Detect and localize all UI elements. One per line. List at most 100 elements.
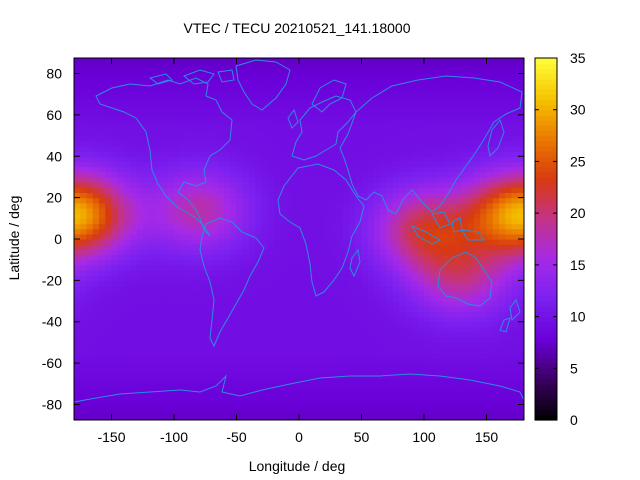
heatmap-cell — [480, 223, 488, 230]
heatmap-cell — [230, 120, 238, 126]
heatmap-cell — [442, 378, 450, 385]
heatmap-cell — [224, 187, 231, 194]
heatmap-cell — [367, 187, 375, 194]
heatmap-cell — [267, 233, 275, 240]
heatmap-cell — [342, 394, 350, 400]
heatmap-cell — [267, 63, 275, 69]
heatmap-cell — [99, 244, 106, 250]
heatmap-cell — [236, 166, 244, 173]
heatmap-cell — [474, 239, 481, 245]
heatmap-cell — [324, 321, 331, 328]
heatmap-cell — [167, 337, 175, 344]
heatmap-cell — [142, 73, 150, 80]
heatmap-cell — [305, 264, 313, 271]
heatmap-cell — [299, 342, 306, 349]
heatmap-cell — [74, 342, 81, 349]
heatmap-cell — [374, 94, 381, 100]
heatmap-cell — [92, 187, 100, 194]
heatmap-cell — [105, 285, 113, 292]
heatmap-cell — [311, 233, 319, 240]
heatmap-cell — [205, 104, 213, 111]
heatmap-cell — [355, 151, 363, 157]
heatmap-cell — [199, 321, 206, 328]
heatmap-cell — [124, 207, 131, 214]
heatmap-cell — [455, 114, 463, 121]
heatmap-cell — [361, 347, 369, 354]
heatmap-cell — [267, 290, 275, 297]
heatmap-cell — [242, 301, 250, 307]
heatmap-cell — [174, 290, 181, 297]
heatmap-cell — [367, 409, 375, 416]
heatmap-cell — [111, 130, 119, 137]
heatmap-cell — [236, 378, 244, 385]
heatmap-cell — [317, 68, 325, 75]
heatmap-cell — [274, 239, 281, 245]
heatmap-cell — [386, 244, 394, 250]
heatmap-cell — [286, 301, 294, 307]
heatmap-cell — [430, 135, 438, 142]
heatmap-cell — [261, 89, 269, 95]
heatmap-cell — [355, 120, 363, 126]
heatmap-cell — [330, 383, 338, 390]
heatmap-cell — [474, 399, 481, 406]
heatmap-cell — [155, 383, 163, 390]
heatmap-cell — [492, 347, 500, 354]
heatmap-cell — [174, 378, 181, 385]
heatmap-cell — [317, 233, 325, 240]
heatmap-cell — [230, 254, 238, 261]
heatmap-cell — [374, 275, 381, 281]
heatmap-cell — [136, 409, 144, 416]
heatmap-cell — [436, 120, 444, 126]
heatmap-cell — [349, 166, 356, 173]
heatmap-cell — [286, 192, 294, 199]
heatmap-cell — [455, 326, 463, 333]
heatmap-cell — [486, 280, 494, 287]
heatmap-cell — [336, 290, 344, 297]
heatmap-cell — [342, 244, 350, 250]
heatmap-cell — [467, 321, 475, 328]
heatmap-cell — [330, 130, 338, 137]
heatmap-cell — [167, 218, 175, 225]
heatmap-cell — [186, 114, 194, 121]
heatmap-cell — [236, 120, 244, 126]
heatmap-cell — [480, 228, 488, 235]
heatmap-cell — [292, 233, 300, 240]
heatmap-cell — [467, 197, 475, 204]
heatmap-cell — [130, 63, 138, 69]
heatmap-cell — [311, 254, 319, 261]
heatmap-cell — [330, 114, 338, 121]
heatmap-cell — [386, 89, 394, 95]
heatmap-cell — [261, 171, 269, 178]
heatmap-cell — [142, 89, 150, 95]
heatmap-cell — [442, 151, 450, 157]
heatmap-cell — [99, 280, 106, 287]
heatmap-cell — [455, 187, 463, 194]
heatmap-cell — [255, 295, 263, 302]
heatmap-cell — [111, 197, 119, 204]
heatmap-cell — [124, 114, 131, 121]
heatmap-cell — [474, 187, 481, 194]
heatmap-cell — [317, 373, 325, 380]
heatmap-cell — [180, 176, 188, 183]
heatmap-cell — [180, 197, 188, 204]
heatmap-cell — [517, 321, 524, 328]
heatmap-cell — [180, 104, 188, 111]
heatmap-cell — [430, 223, 438, 230]
heatmap-cell — [386, 228, 394, 235]
heatmap-cell — [492, 120, 500, 126]
heatmap-cell — [361, 182, 369, 188]
heatmap-cell — [436, 213, 444, 219]
heatmap-cell — [155, 414, 163, 420]
heatmap-cell — [274, 259, 281, 266]
heatmap-cell — [424, 285, 431, 292]
heatmap-cell — [261, 378, 269, 385]
heatmap-cell — [217, 363, 225, 369]
heatmap-cell — [442, 399, 450, 406]
heatmap-cell — [317, 94, 325, 100]
heatmap-cell — [286, 368, 294, 375]
heatmap-cell — [505, 104, 513, 111]
heatmap-cell — [336, 301, 344, 307]
heatmap-cell — [336, 254, 344, 261]
heatmap-cell — [461, 171, 469, 178]
heatmap-cell — [399, 145, 406, 152]
